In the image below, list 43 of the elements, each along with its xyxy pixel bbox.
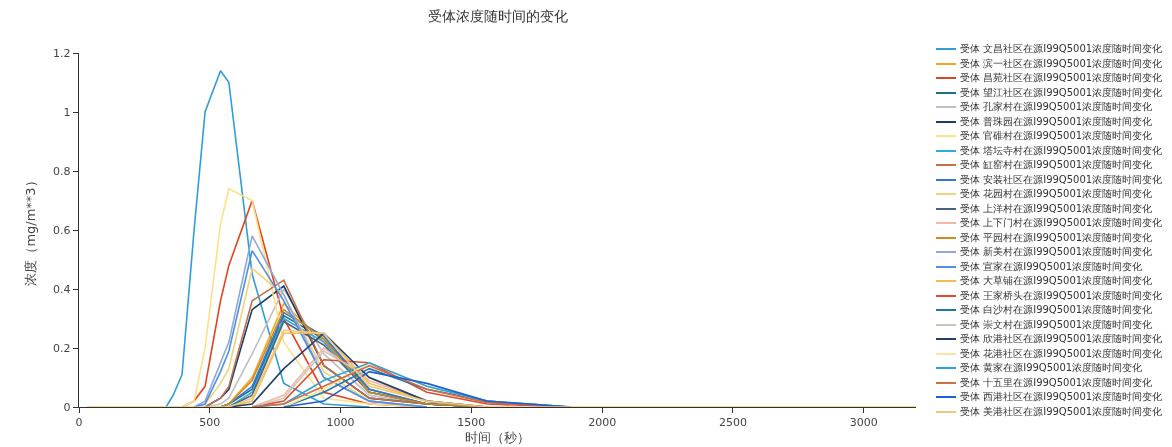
- legend-label: 受体 黄家在源I99Q5001浓度随时间变化: [960, 361, 1143, 375]
- y-tick-label: 0.2: [53, 341, 71, 355]
- legend-label: 受体 新美村在源I99Q5001浓度随时间变化: [960, 245, 1153, 259]
- y-tick-label: 0.8: [53, 164, 71, 178]
- y-tick-label: 0: [63, 400, 71, 414]
- legend-label: 受体 塔坛寺村在源I99Q5001浓度随时间变化: [960, 143, 1163, 158]
- x-axis-title: 时间（秒）: [465, 429, 530, 445]
- legend-label: 受体 安装社区在源I99Q5001浓度随时间变化: [960, 172, 1163, 187]
- legend-label: 受体 滨一社区在源I99Q5001浓度随时间变化: [960, 56, 1163, 71]
- x-tick-label: 1000: [326, 416, 355, 430]
- legend-label: 受体 美港社区在源I99Q5001浓度随时间变化: [960, 404, 1163, 419]
- legend-label: 受体 上下门村在源I99Q5001浓度随时间变化: [960, 216, 1163, 230]
- x-tick-label: 1500: [457, 416, 486, 430]
- legend-label: 受体 昌苑社区在源I99Q5001浓度随时间变化: [960, 71, 1163, 85]
- legend-label: 受体 普珠园在源I99Q5001浓度随时间变化: [960, 114, 1153, 129]
- legend-label: 受体 上洋村在源I99Q5001浓度随时间变化: [960, 201, 1153, 216]
- legend-label: 受体 白沙村在源I99Q5001浓度随时间变化: [960, 303, 1153, 317]
- legend-label: 受体 花港社区在源I99Q5001浓度随时间变化: [960, 346, 1163, 361]
- legend-label: 受体 大草铺在源I99Q5001浓度随时间变化: [960, 274, 1153, 288]
- y-axis-title: 浓度（mg/m**3）: [23, 174, 39, 286]
- legend-label: 受体 平园村在源I99Q5001浓度随时间变化: [960, 230, 1153, 245]
- legend-label: 受体 王家桥头在源I99Q5001浓度随时间变化: [960, 288, 1163, 303]
- x-tick-label: 2500: [718, 416, 747, 430]
- x-tick-label: 0: [75, 416, 83, 430]
- legend-label: 受体 望江社区在源I99Q5001浓度随时间变化: [960, 85, 1163, 100]
- legend-label: 受体 十五里在源I99Q5001浓度随时间变化: [960, 375, 1153, 390]
- x-tick-label: 2000: [588, 416, 617, 430]
- x-tick-label: 3000: [849, 416, 878, 430]
- legend-label: 受体 西港社区在源I99Q5001浓度随时间变化: [960, 390, 1163, 404]
- legend-label: 受体 缸窑村在源I99Q5001浓度随时间变化: [960, 158, 1153, 172]
- legend-label: 受体 孔家村在源I99Q5001浓度随时间变化: [960, 100, 1153, 114]
- x-tick-label: 500: [199, 416, 221, 430]
- legend-label: 受体 官碓村在源I99Q5001浓度随时间变化: [960, 129, 1153, 143]
- y-tick-label: 0.6: [53, 223, 71, 237]
- chart-title: 受体浓度随时间的变化: [427, 7, 568, 24]
- legend-label: 受体 崇文村在源I99Q5001浓度随时间变化: [960, 317, 1153, 332]
- legend-label: 受体 欣港社区在源I99Q5001浓度随时间变化: [960, 332, 1163, 346]
- legend-label: 受体 宣家在源I99Q5001浓度随时间变化: [960, 259, 1143, 274]
- y-tick-label: 1: [63, 105, 71, 119]
- y-tick-label: 0.4: [53, 282, 71, 296]
- y-tick-label: 1.2: [53, 46, 71, 60]
- legend-label: 受体 文昌社区在源I99Q5001浓度随时间变化: [960, 42, 1163, 56]
- legend-label: 受体 花园村在源I99Q5001浓度随时间变化: [960, 187, 1153, 201]
